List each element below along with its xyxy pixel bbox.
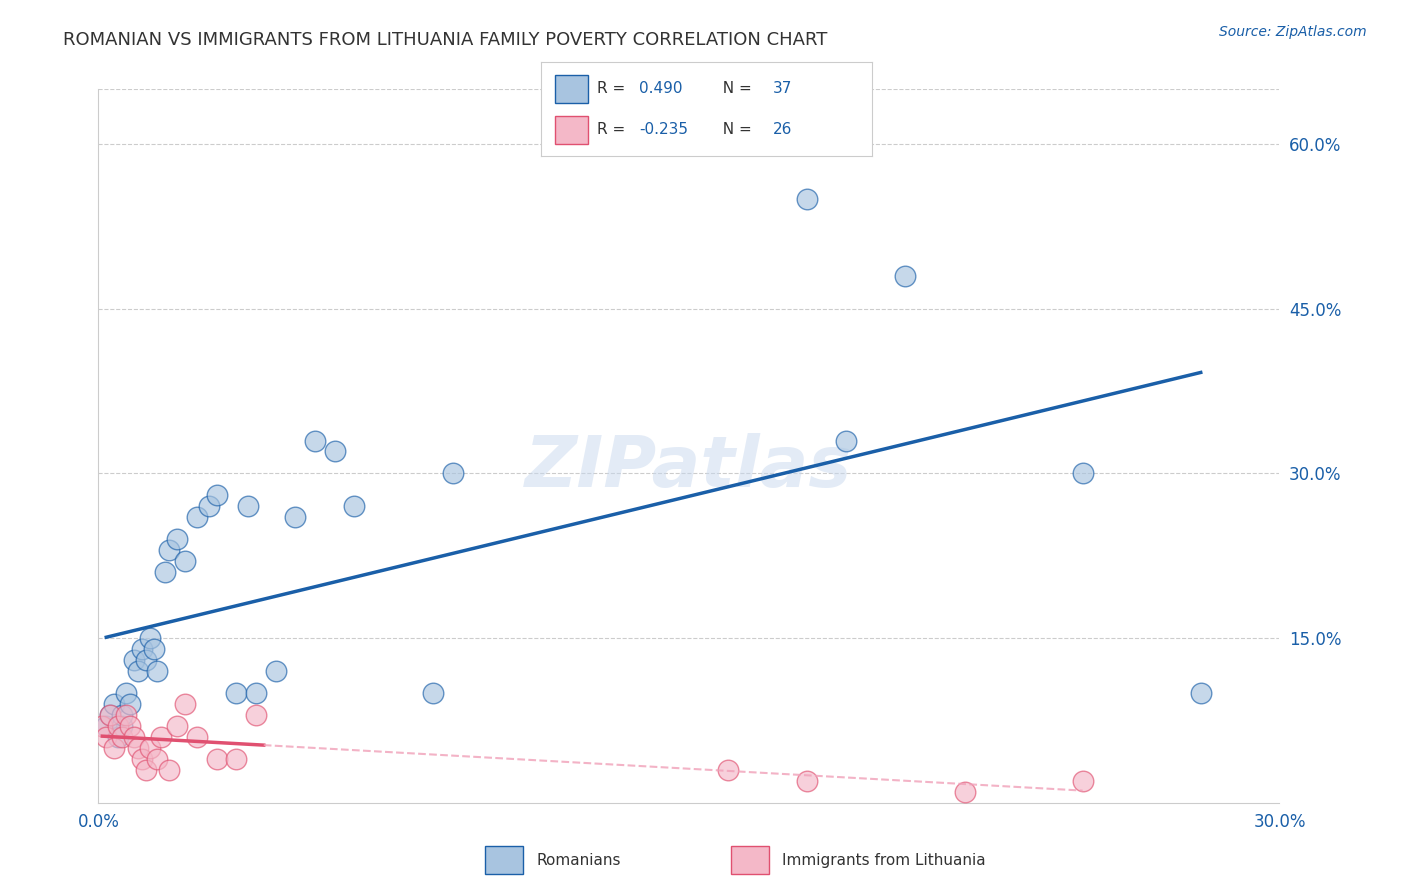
Point [122,730,145,744]
Bar [554,116,588,144]
Point [1071,467,1094,481]
Point [107,719,129,733]
Point [245,686,267,700]
Point [953,785,976,799]
Point [107,730,129,744]
Point [96,730,118,744]
Point [91,719,114,733]
Point [343,500,366,514]
Point [103,740,125,755]
Point [98,708,121,723]
Point [157,543,180,558]
Point [111,708,134,723]
Text: 37: 37 [773,81,792,96]
Point [197,500,219,514]
Bar [554,75,588,103]
Point [135,763,157,777]
Point [111,730,134,744]
Point [131,642,153,657]
Point [155,566,177,580]
Point [796,192,818,206]
Text: R =: R = [598,122,631,137]
Point [118,719,141,733]
Text: 0.490: 0.490 [638,81,682,96]
Point [127,740,149,755]
Point [118,697,141,711]
Point [264,664,287,678]
Point [96,719,118,733]
Point [115,686,138,700]
Point [138,631,160,645]
Text: Immigrants from Lithuania: Immigrants from Lithuania [782,853,986,868]
Point [174,697,197,711]
Text: R =: R = [598,81,631,96]
Point [127,664,149,678]
Text: ZIPatlas: ZIPatlas [526,433,852,502]
Point [717,763,740,777]
Point [245,708,267,723]
Point [441,467,464,481]
Point [225,686,247,700]
Point [98,708,121,723]
Point [284,510,307,524]
Point [1189,686,1212,700]
Point [122,653,145,667]
Point [1071,773,1094,788]
Point [835,434,858,448]
Point [205,752,228,766]
Point [138,740,160,755]
Point [186,730,208,744]
Point [146,752,169,766]
Text: 26: 26 [773,122,792,137]
Point [150,730,173,744]
Point [115,708,138,723]
Point [142,642,165,657]
Text: Source: ZipAtlas.com: Source: ZipAtlas.com [1219,25,1367,39]
Point [135,653,157,667]
Point [157,763,180,777]
Point [103,697,125,711]
Text: N =: N = [713,122,756,137]
Text: -0.235: -0.235 [638,122,688,137]
Point [174,554,197,568]
Point [111,719,134,733]
Bar [731,846,769,874]
Point [225,752,247,766]
Text: N =: N = [713,81,756,96]
Bar [485,846,523,874]
Point [323,444,346,458]
Point [166,533,188,547]
Point [205,488,228,502]
Point [422,686,444,700]
Text: ROMANIAN VS IMMIGRANTS FROM LITHUANIA FAMILY POVERTY CORRELATION CHART: ROMANIAN VS IMMIGRANTS FROM LITHUANIA FA… [63,31,828,49]
Text: Romanians: Romanians [536,853,620,868]
Point [236,500,259,514]
Point [186,510,208,524]
Point [894,268,917,283]
Point [796,773,818,788]
Point [131,752,153,766]
Point [304,434,326,448]
Point [166,719,188,733]
Point [146,664,169,678]
